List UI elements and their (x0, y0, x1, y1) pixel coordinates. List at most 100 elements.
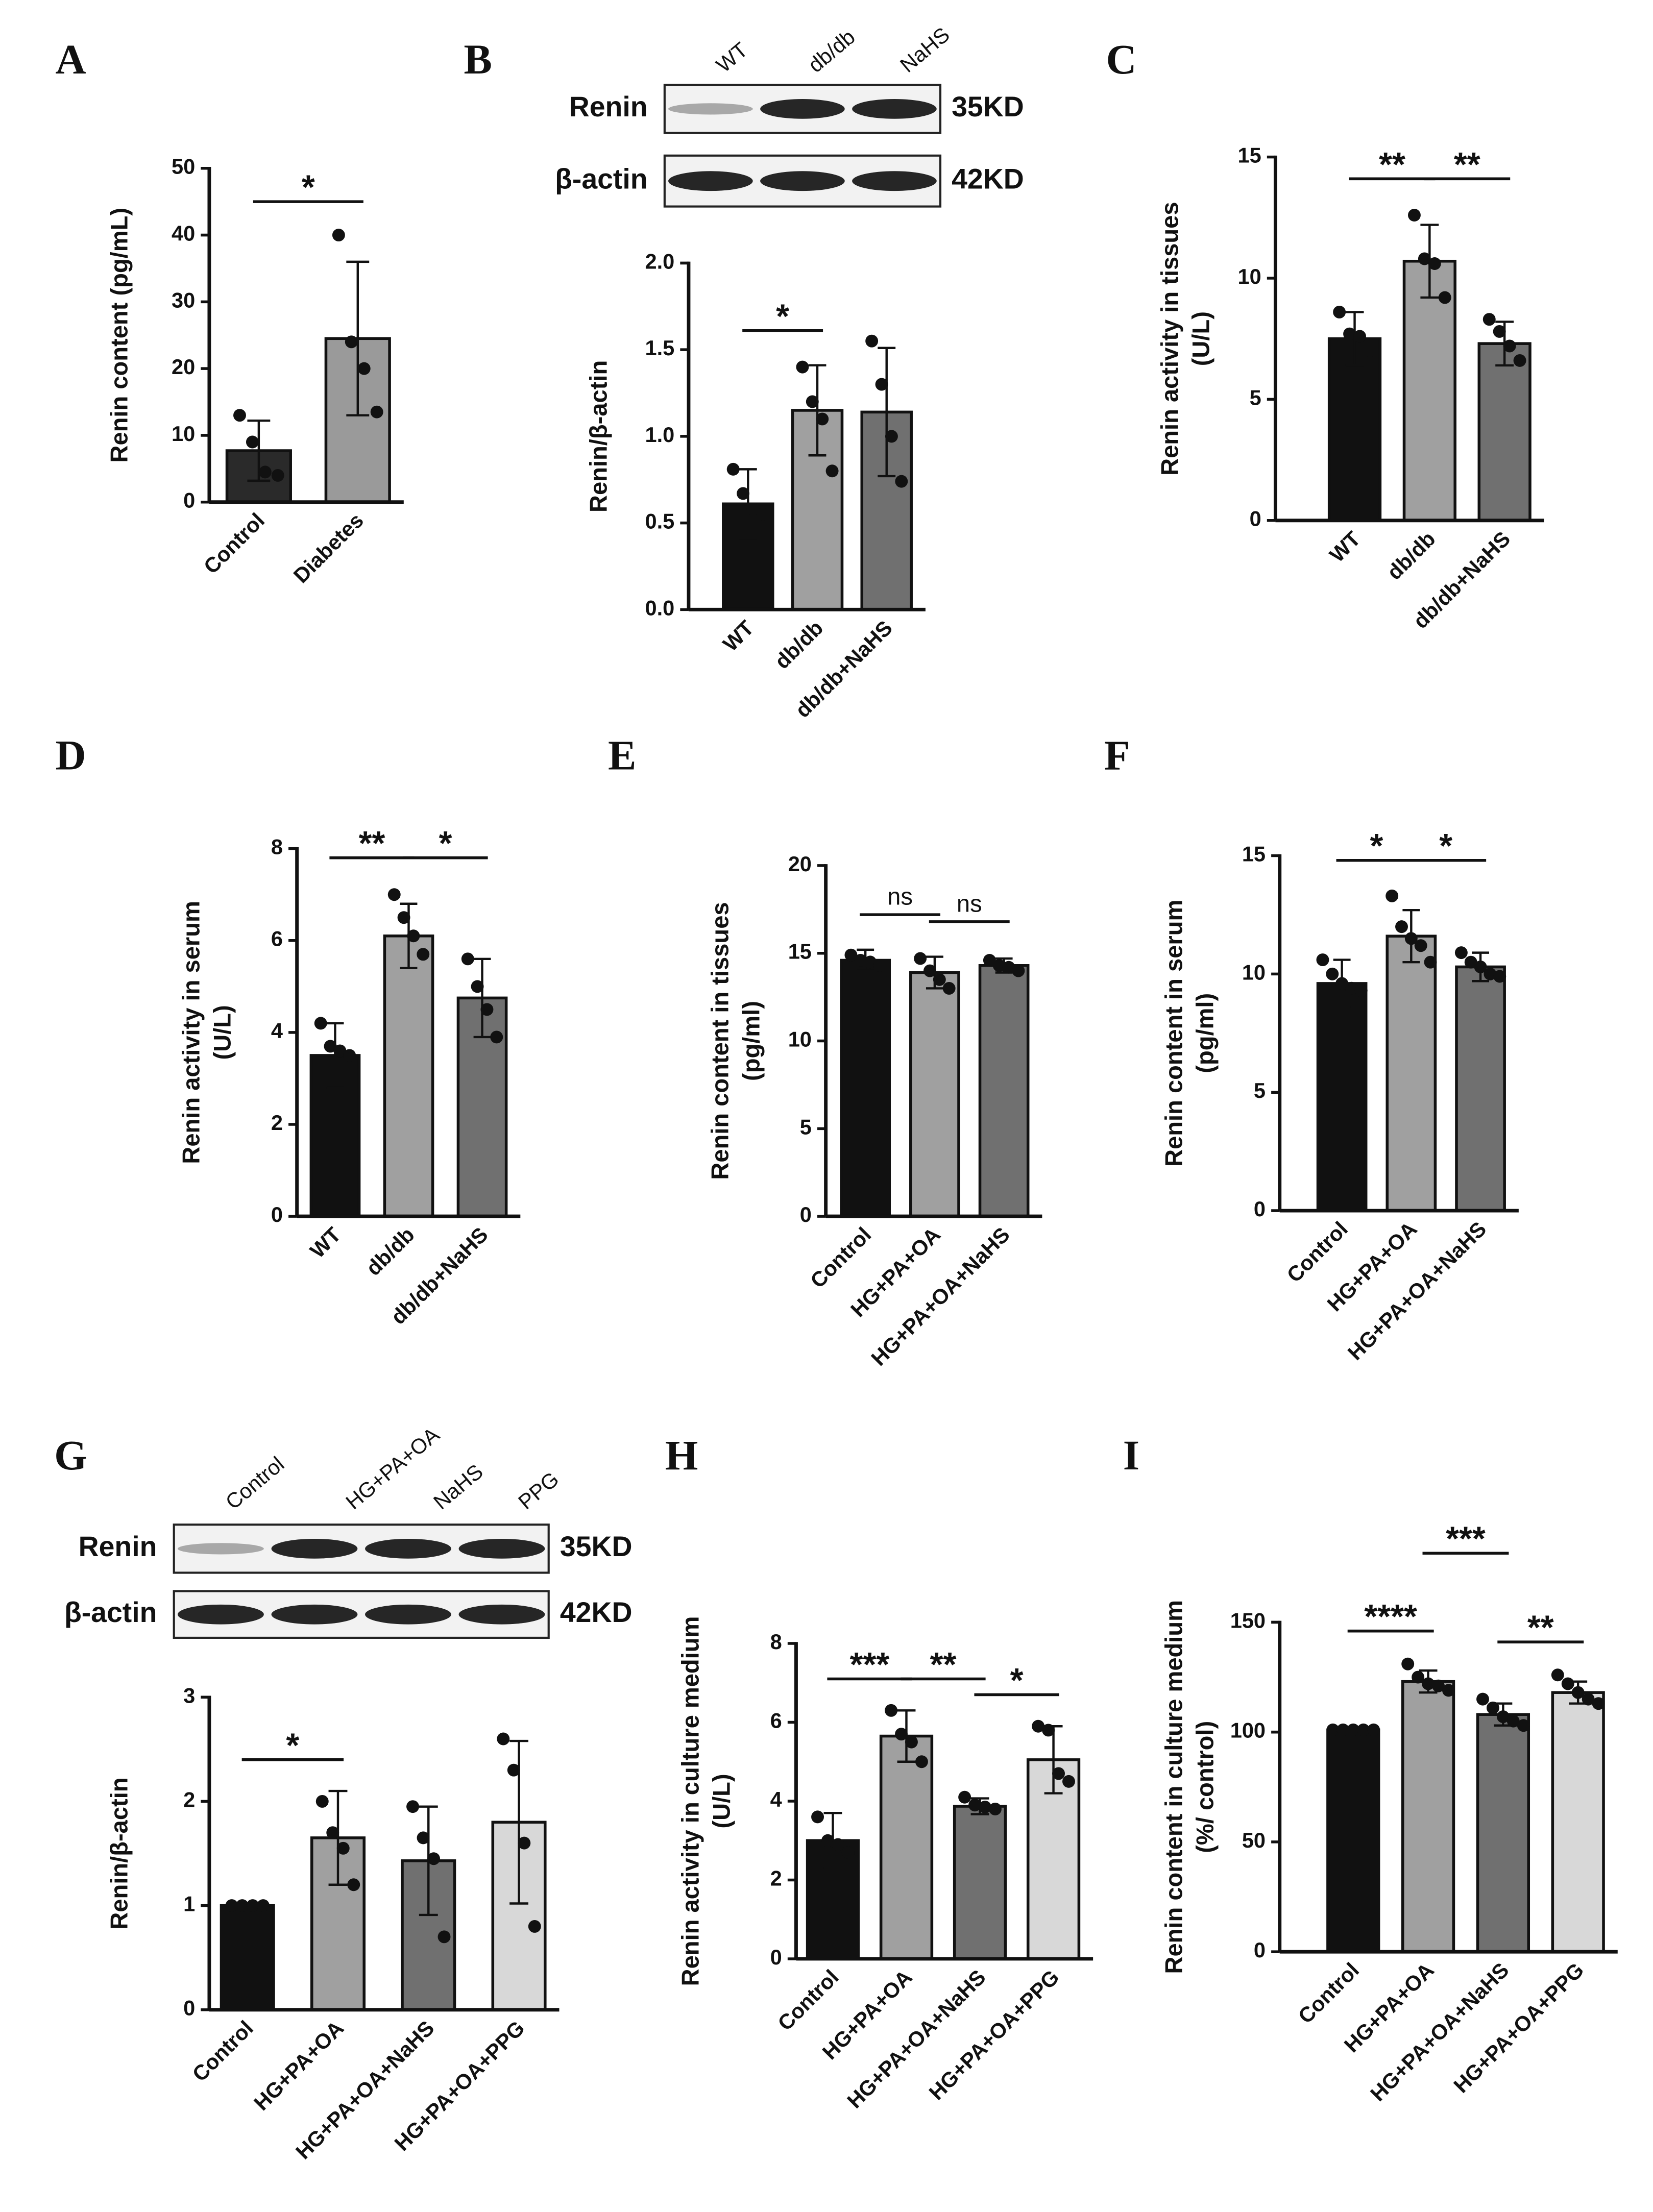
row-label: β-actin (555, 163, 648, 194)
data-point (1335, 977, 1349, 990)
bar (1402, 259, 1456, 522)
error-bar (473, 957, 491, 1039)
data-point (844, 948, 858, 962)
data-point (1012, 964, 1025, 977)
data-point (370, 405, 383, 419)
x-tick-label: db/db (361, 1222, 419, 1280)
x-tick-label: Control (773, 1965, 843, 2035)
y-tick-label: 1 (183, 1892, 195, 1916)
significance-label: ** (1527, 1609, 1554, 1647)
data-point (427, 1852, 440, 1865)
data-point (490, 1030, 503, 1044)
data-point (1395, 920, 1408, 933)
data-point (1385, 889, 1399, 902)
y-tick-label: 5 (1250, 385, 1261, 409)
y-tick-label: 30 (172, 288, 195, 312)
significance-label: ns (887, 883, 913, 910)
y-axis-label: (U/L) (1187, 311, 1214, 366)
y-tick-label: 15 (1242, 842, 1266, 866)
data-point (1476, 1692, 1489, 1706)
y-tick-label: 40 (172, 222, 195, 245)
y-tick-label: 4 (770, 1787, 782, 1811)
y-tick-label: 0.5 (645, 509, 674, 533)
y-tick-label: 2 (271, 1111, 283, 1135)
y-tick-label: 2 (183, 1787, 195, 1811)
data-point (942, 981, 956, 995)
data-point (343, 1049, 356, 1062)
data-point (1592, 1697, 1605, 1710)
y-tick-label: 0.0 (645, 596, 674, 620)
data-point (1414, 939, 1427, 952)
data-point (831, 1838, 844, 1851)
y-axis-label: Renin activity in culture medium (676, 1616, 703, 1986)
data-point (865, 334, 879, 348)
data-point (914, 952, 927, 965)
y-tick-label: 2.0 (645, 249, 674, 273)
data-point (1404, 932, 1418, 945)
x-tick-label: HG+PA+OA+PPG (1449, 1958, 1588, 2098)
significance-label: ** (359, 825, 385, 863)
y-tick-label: 6 (770, 1708, 782, 1732)
data-point (1364, 344, 1376, 357)
data-point (333, 1044, 347, 1058)
data-point (1062, 1775, 1075, 1788)
bar-chart: A 0 10 20 30 40 50 Renin content (pg/mL) Control… (55, 36, 404, 587)
significance-label: * (1439, 827, 1452, 865)
band (852, 99, 937, 119)
data-point (345, 335, 358, 349)
error-bar (346, 260, 370, 416)
x-tick-label: HG+PA+OA+PPG (924, 1965, 1063, 2105)
data-point (1571, 1686, 1585, 1699)
y-axis-label: Renin content (pg/mL) (105, 208, 132, 463)
data-point (236, 1899, 249, 1912)
data-point (1484, 967, 1497, 980)
y-tick-label: 0 (1254, 1197, 1266, 1221)
y-tick-label: 50 (172, 155, 195, 179)
data-point (1367, 1723, 1380, 1736)
bar (1401, 1680, 1455, 1953)
data-point (471, 980, 484, 993)
data-point (895, 1728, 908, 1741)
y-tick-label: 10 (1242, 960, 1266, 984)
y-tick-label: 0 (770, 1945, 782, 1969)
data-point (885, 1704, 898, 1717)
y-tick-label: 10 (788, 1027, 812, 1051)
data-point (854, 953, 867, 967)
data-point (233, 409, 246, 422)
bar (1476, 1713, 1530, 1953)
data-point (357, 362, 371, 375)
significance-label: ** (1454, 146, 1480, 184)
band (271, 1538, 358, 1559)
error-bar (739, 468, 757, 540)
bar (1316, 982, 1368, 1212)
bar-chart: C 0 5 10 15 Renin activity in tissues (U/L) WT d… (1106, 36, 1544, 633)
y-axis-label: (pg/ml) (737, 1001, 764, 1081)
data-point (1343, 327, 1356, 340)
y-tick-label: 8 (271, 835, 283, 859)
data-point (1412, 1670, 1425, 1684)
data-point (497, 1732, 510, 1746)
panel-label: A (55, 36, 86, 83)
data-point (726, 462, 740, 476)
x-tick-label: WT (1325, 527, 1365, 567)
y-axis-label: Renin/β-actin (105, 1777, 132, 1929)
error-bar (326, 1022, 344, 1089)
band (178, 1604, 264, 1625)
data-point (1561, 1677, 1574, 1690)
data-point (1326, 1723, 1340, 1736)
band (760, 99, 845, 119)
data-point (1042, 1724, 1055, 1737)
data-point (1418, 252, 1431, 265)
significance-label: * (286, 1727, 299, 1764)
data-point (1354, 984, 1368, 997)
data-point (915, 1755, 928, 1768)
panel-label: F (1104, 731, 1130, 778)
band (458, 1604, 545, 1625)
x-tick-label: HG+PA+OA+NaHS (866, 1222, 1014, 1370)
data-point (1582, 1692, 1595, 1706)
x-tick-label: WT (305, 1222, 346, 1263)
y-axis-label: (U/L) (708, 1774, 735, 1828)
x-tick-label: Control (1282, 1217, 1352, 1287)
data-point (1424, 955, 1437, 969)
band (271, 1604, 358, 1625)
